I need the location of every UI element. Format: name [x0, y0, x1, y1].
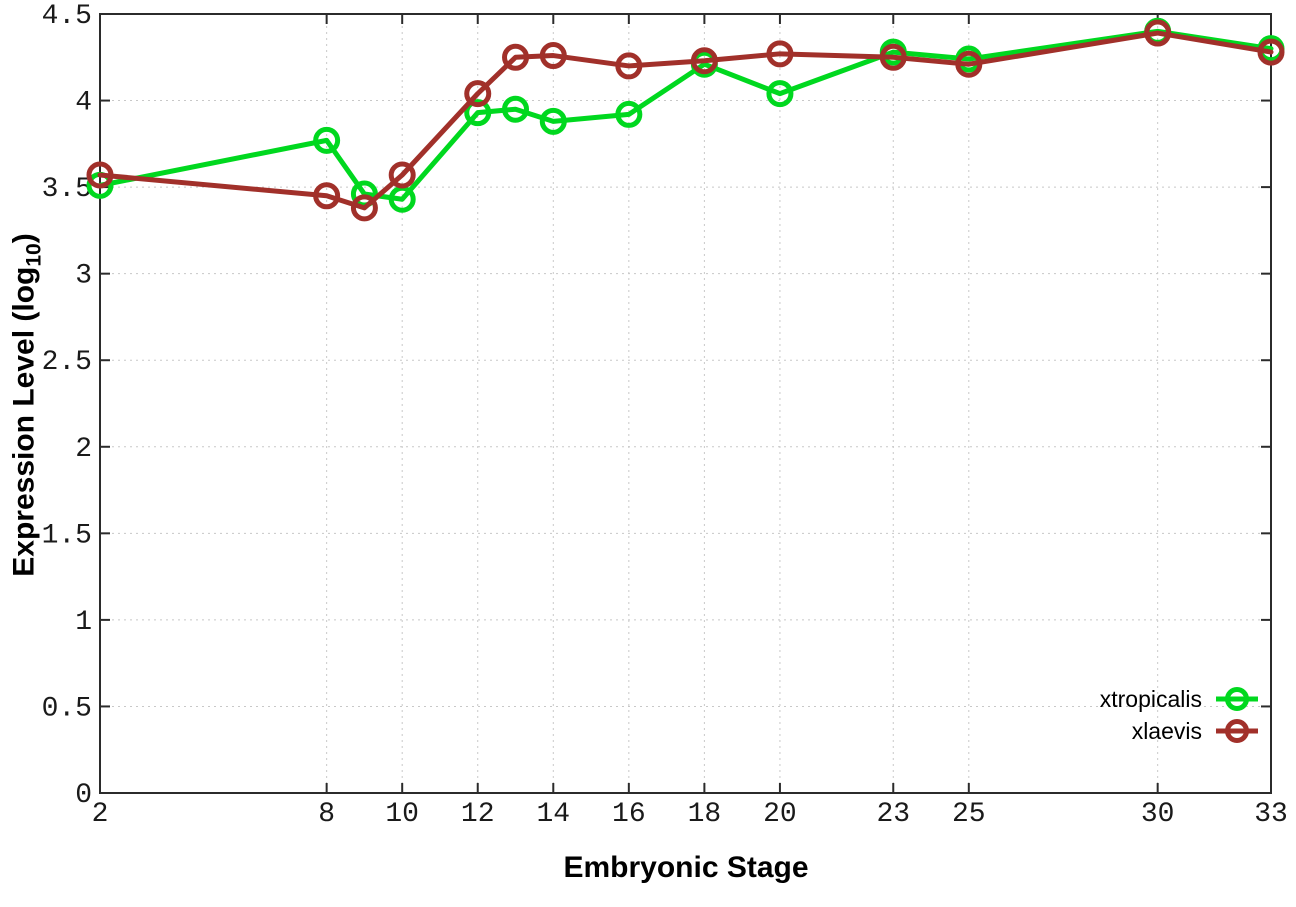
data-point-xtropicalis	[766, 80, 794, 108]
legend-label-xlaevis: xlaevis	[1131, 717, 1202, 744]
data-point-xlaevis	[766, 40, 794, 68]
y-tick-label: 0.5	[42, 693, 92, 724]
x-tick-label: 25	[952, 799, 986, 830]
legend-sample-xtropicalis	[1216, 683, 1258, 715]
x-tick-label: 33	[1254, 799, 1288, 830]
x-tick-label: 23	[876, 799, 910, 830]
y-axis-title-text: Expression Level (log	[7, 266, 41, 577]
legend-label-xtropicalis: xtropicalis	[1099, 685, 1202, 712]
data-point-xlaevis	[86, 161, 114, 189]
data-point-xlaevis	[955, 50, 983, 78]
data-point-xtropicalis	[615, 100, 643, 128]
data-point-xtropicalis	[313, 126, 341, 154]
data-point-xlaevis	[502, 43, 530, 71]
y-tick-label: 1	[75, 607, 92, 638]
x-tick-label: 18	[688, 799, 722, 830]
y-axis-title-close: )	[7, 233, 41, 244]
data-point-xtropicalis	[464, 99, 492, 127]
y-axis-title: Expression Level (log10)	[8, 233, 47, 576]
y-axis-title-subscript: 10	[22, 243, 46, 267]
y-tick-label: 3	[75, 261, 92, 292]
data-point-xlaevis	[690, 47, 718, 75]
data-point-xlaevis	[350, 194, 378, 222]
y-tick-label: 2.5	[42, 347, 92, 378]
plot-border	[99, 13, 1272, 794]
x-tick-label: 12	[461, 799, 495, 830]
data-point-xlaevis	[313, 182, 341, 210]
y-tick-label: 4.5	[42, 1, 92, 32]
data-point-xtropicalis	[502, 95, 530, 123]
y-tick-label: 2	[75, 434, 92, 465]
data-point-xlaevis	[539, 42, 567, 70]
y-tick-label: 4	[75, 88, 92, 119]
x-tick-label: 10	[385, 799, 419, 830]
x-tick-label: 2	[92, 799, 109, 830]
x-tick-label: 16	[612, 799, 646, 830]
legend-circle-marker-icon	[1225, 687, 1249, 711]
x-tick-label: 14	[536, 799, 570, 830]
x-tick-label: 30	[1141, 799, 1175, 830]
legend-row-xlaevis: xlaevis	[1100, 715, 1258, 747]
series-line-xlaevis	[97, 30, 1274, 211]
legend-sample-xlaevis	[1216, 715, 1258, 747]
legend-circle-marker-icon	[1225, 719, 1249, 743]
legend-row-xtropicalis: xtropicalis	[1100, 683, 1258, 715]
data-point-xlaevis	[1257, 38, 1285, 66]
x-axis-title: Embryonic Stage	[563, 851, 809, 884]
y-tick-label: 1.5	[42, 520, 92, 551]
data-point-xlaevis	[615, 52, 643, 80]
data-point-xtropicalis	[539, 107, 567, 135]
data-point-xlaevis	[464, 80, 492, 108]
legend: xtropicalis xlaevis	[1100, 683, 1258, 747]
y-tick-label: 0	[75, 780, 92, 811]
data-point-xlaevis	[1144, 19, 1172, 47]
data-point-xlaevis	[879, 43, 907, 71]
data-point-xlaevis	[388, 161, 416, 189]
x-tick-label: 20	[763, 799, 797, 830]
series-line-xtropicalis	[97, 28, 1274, 202]
y-tick-label: 3.5	[42, 174, 92, 205]
x-tick-label: 8	[318, 799, 335, 830]
